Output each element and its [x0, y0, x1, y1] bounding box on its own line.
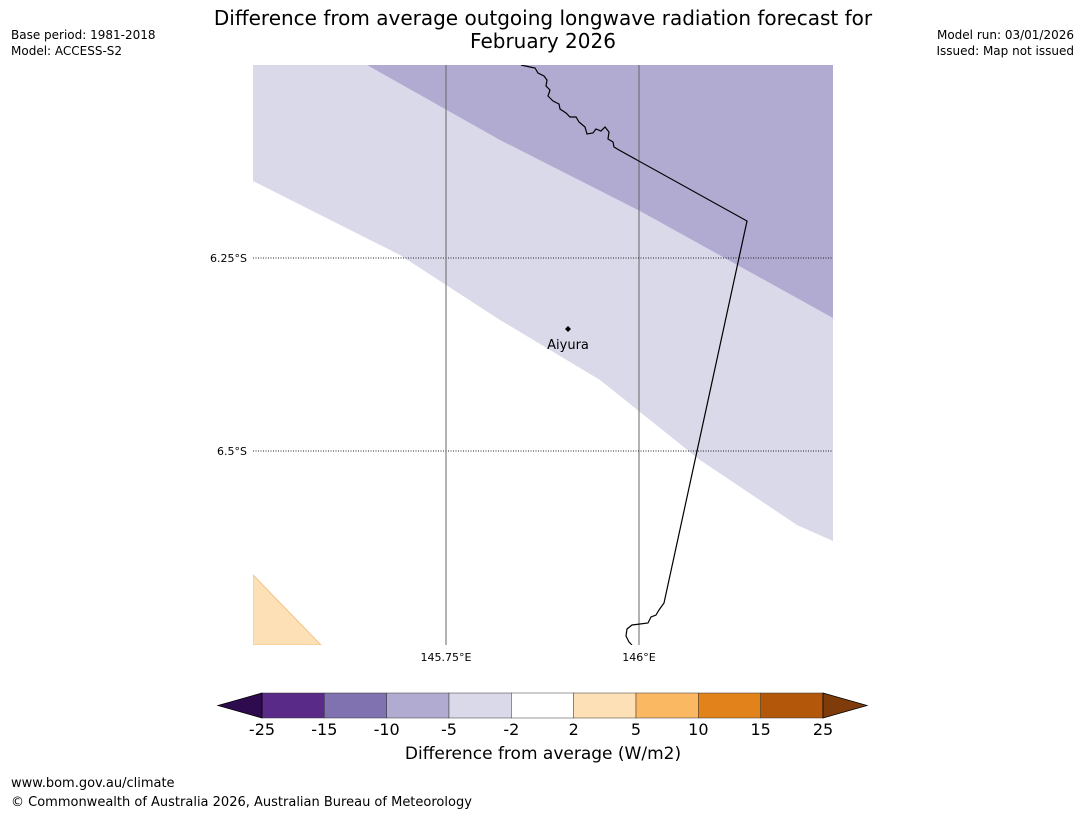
colorbar-segment [448, 692, 512, 719]
border-line [520, 65, 748, 645]
base-period-text: Base period: 1981-2018 [11, 28, 156, 42]
colorbar-tick-label: -2 [503, 720, 519, 739]
colorbar-tick-label: -5 [441, 720, 457, 739]
footer-copyright: © Commonwealth of Australia 2026, Austra… [11, 795, 472, 810]
colorbar-segment [573, 692, 637, 719]
colorbar-tick-label: 10 [688, 720, 708, 739]
title-line-1: Difference from average outgoing longwav… [213, 6, 873, 30]
colorbar-tick-label: 5 [631, 720, 641, 739]
forecast-map: Aiyura 6.25°S 6.5°S 145.75°E 146°E [210, 65, 833, 664]
colorbar-segment [386, 692, 450, 719]
colorbar-segment [635, 692, 699, 719]
colorbar-tick-label: -15 [311, 720, 337, 739]
colorbar-label: Difference from average (W/m2) [404, 744, 682, 764]
lon-label-146: 146°E [622, 651, 655, 664]
footer-url: www.bom.gov.au/climate [11, 776, 175, 791]
colorbar-segment [511, 692, 574, 719]
colorbar-max-extend [822, 692, 869, 719]
colorbar-tick-label: 25 [813, 720, 833, 739]
colorbar-segment [698, 692, 761, 719]
colorbar-tick-label: -10 [374, 720, 400, 739]
colorbar-segment [760, 692, 824, 719]
colorbar-segment [261, 692, 325, 719]
lat-label-6-5: 6.5°S [217, 445, 247, 458]
location-dot-icon [565, 326, 571, 332]
positive-anomaly-corner [253, 574, 322, 645]
header-left: Base period: 1981-2018 Model: ACCESS-S2 [11, 27, 156, 59]
colorbar-tick-label: -25 [249, 720, 275, 739]
colorbar-min-extend [216, 692, 263, 719]
colorbar-segments [261, 692, 824, 719]
lon-label-145-75: 145.75°E [421, 651, 472, 664]
colorbar-tick-label: 15 [750, 720, 770, 739]
title-line-2: February 2026 [470, 29, 616, 53]
model-run-text: Model run: 03/01/2026 [936, 28, 1074, 42]
dark-purple-band [367, 65, 833, 318]
map-title: Difference from average outgoing longwav… [193, 7, 893, 53]
issued-text: Issued: Map not issued [936, 44, 1074, 58]
colorbar-segment [324, 692, 387, 719]
place-label-aiyura: Aiyura [547, 338, 589, 353]
colorbar-tick-labels: -25 -15 -10 -5 -2 2 5 10 15 25 [249, 720, 833, 739]
model-text: Model: ACCESS-S2 [11, 44, 123, 58]
lat-label-6-25: 6.25°S [210, 252, 247, 265]
colorbar-tick-label: 2 [569, 720, 579, 739]
header-right: Model run: 03/01/2026 Issued: Map not is… [936, 27, 1074, 59]
